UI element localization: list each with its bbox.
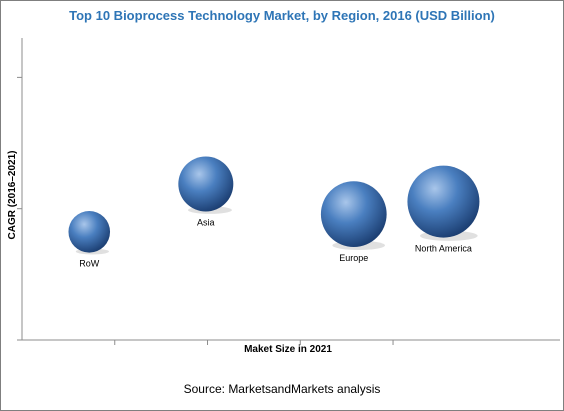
- bubble-label-north-america: North America: [415, 244, 472, 254]
- bubble-label-asia: Asia: [197, 217, 215, 227]
- x-axis-label: Maket Size in 2021: [244, 344, 332, 355]
- y-axis-label: CAGR (2016–2021): [7, 151, 18, 240]
- bubble-label-europe: Europe: [339, 253, 368, 263]
- bubble-asia: [178, 156, 234, 212]
- source-note: Source: MarketsandMarkets analysis: [183, 382, 381, 396]
- bubble-row: [68, 210, 111, 253]
- chart-title: Top 10 Bioprocess Technology Market, by …: [69, 8, 495, 23]
- bubble-label-row: RoW: [79, 259, 100, 269]
- bubble-north-america: [407, 165, 480, 238]
- bubble-europe: [320, 181, 387, 248]
